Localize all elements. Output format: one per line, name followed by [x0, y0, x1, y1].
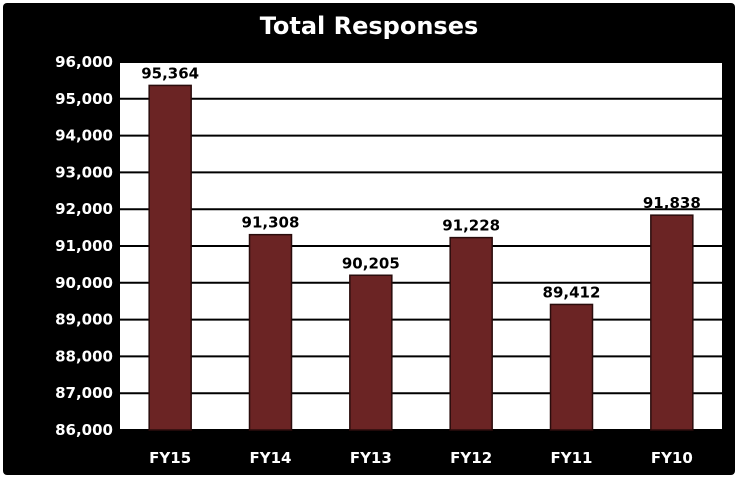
y-tick-label: 91,000 — [55, 237, 113, 255]
x-tick-label: FY14 — [250, 449, 292, 467]
data-label: 91,228 — [442, 217, 500, 235]
y-tick-label: 93,000 — [55, 163, 113, 181]
y-tick-label: 90,000 — [55, 274, 113, 292]
data-label: 91,838 — [643, 194, 701, 212]
y-tick-label: 88,000 — [55, 347, 113, 365]
x-tick-label: FY12 — [450, 449, 492, 467]
bar — [148, 84, 192, 431]
bar — [650, 214, 694, 431]
data-label: 95,364 — [141, 64, 199, 82]
y-tick-label: 95,000 — [55, 90, 113, 108]
bar — [549, 303, 594, 431]
data-label: 89,412 — [543, 283, 601, 301]
chart-title: Total Responses — [259, 12, 479, 40]
data-label: 91,308 — [242, 214, 300, 232]
y-tick-label: 94,000 — [55, 127, 113, 145]
x-tick-label: FY11 — [551, 449, 593, 467]
y-tick-label: 89,000 — [55, 311, 113, 329]
y-tick-label: 86,000 — [55, 421, 113, 439]
x-tick-label: FY15 — [149, 449, 191, 467]
y-tick-label: 92,000 — [55, 200, 113, 218]
bar — [248, 233, 293, 431]
data-label: 90,205 — [342, 254, 400, 272]
y-tick-label: 87,000 — [55, 384, 113, 402]
x-tick-label: FY10 — [651, 449, 693, 467]
x-tick-label: FY13 — [350, 449, 392, 467]
bar — [349, 274, 393, 431]
bar — [449, 236, 493, 431]
y-tick-label: 96,000 — [55, 53, 113, 71]
